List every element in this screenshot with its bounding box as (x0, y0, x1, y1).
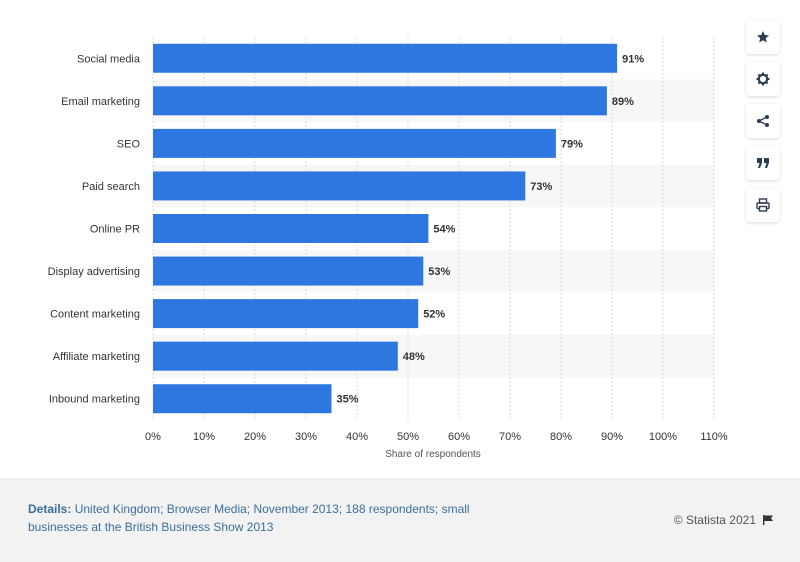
x-tick-label: 110% (700, 431, 728, 443)
data-label: 91% (622, 53, 644, 65)
data-label: 89% (612, 96, 634, 108)
x-tick-label: 30% (295, 431, 317, 443)
x-axis-title: Share of respondents (385, 449, 481, 460)
data-label: 53% (428, 266, 450, 278)
value-labels: 91% 89% 79% 73% 54% 53% 52% 48% 35% (337, 53, 645, 405)
category-label: Paid search (82, 181, 140, 193)
category-label: Content marketing (50, 309, 140, 321)
x-tick-label: 10% (193, 431, 215, 443)
category-label: SEO (117, 138, 141, 150)
category-label: Online PR (90, 224, 140, 236)
gear-icon (756, 72, 770, 86)
x-tick-labels: 0% 10% 20% 30% 40% 50% 60% 70% 80% 90% 100% 110% (145, 431, 728, 443)
x-tick-label: 100% (649, 431, 677, 443)
data-label: 73% (530, 181, 552, 193)
x-tick-label: 70% (499, 431, 521, 443)
category-label: Email marketing (61, 96, 140, 108)
flag-icon (763, 515, 773, 525)
statista-credit[interactable]: © Statista 2021 (674, 513, 774, 527)
x-tick-label: 20% (244, 431, 266, 443)
bar[interactable] (153, 299, 419, 329)
bar[interactable] (153, 214, 429, 243)
bar-chart: Social media Email marketing SEO Paid searc… (48, 37, 728, 460)
bar[interactable] (153, 384, 332, 414)
print-button[interactable] (746, 188, 780, 222)
favorite-button[interactable] (746, 20, 780, 54)
source-details: Details: United Kingdom; Browser Media; … (28, 500, 518, 536)
x-tick-label: 0% (145, 431, 161, 443)
x-tick-label: 90% (601, 431, 623, 443)
bar[interactable] (153, 256, 424, 286)
data-label: 54% (433, 224, 455, 236)
data-label: 35% (337, 394, 359, 406)
category-label: Social media (77, 53, 141, 65)
data-label: 48% (403, 351, 425, 363)
bar[interactable] (153, 341, 398, 371)
data-label: 52% (423, 309, 445, 321)
chart-toolbar (746, 20, 780, 230)
chart-card: Social media Email marketing SEO Paid searc… (0, 0, 800, 478)
bars (153, 43, 618, 414)
x-tick-label: 40% (346, 431, 368, 443)
data-label: 79% (561, 138, 583, 150)
category-labels: Social media Email marketing SEO Paid searc… (48, 53, 141, 405)
x-tick-label: 80% (550, 431, 572, 443)
bar[interactable] (153, 86, 607, 116)
bar[interactable] (153, 128, 556, 158)
category-label: Affiliate marketing (53, 351, 140, 363)
bar[interactable] (153, 171, 526, 201)
category-label: Display advertising (48, 266, 140, 278)
cite-button[interactable] (746, 146, 780, 180)
settings-button[interactable] (746, 62, 780, 96)
credit-text: © Statista 2021 (673, 513, 756, 527)
star-icon (757, 31, 769, 43)
details-text: United Kingdom; Browser Media; November … (28, 502, 470, 534)
quote-icon (757, 158, 769, 168)
print-icon (756, 198, 770, 212)
details-label: Details: (28, 502, 72, 516)
x-tick-label: 60% (448, 431, 470, 443)
bar[interactable] (153, 43, 618, 73)
category-label: Inbound marketing (49, 394, 140, 406)
x-tick-label: 50% (397, 431, 419, 443)
share-icon (757, 115, 769, 127)
share-button[interactable] (746, 104, 780, 138)
